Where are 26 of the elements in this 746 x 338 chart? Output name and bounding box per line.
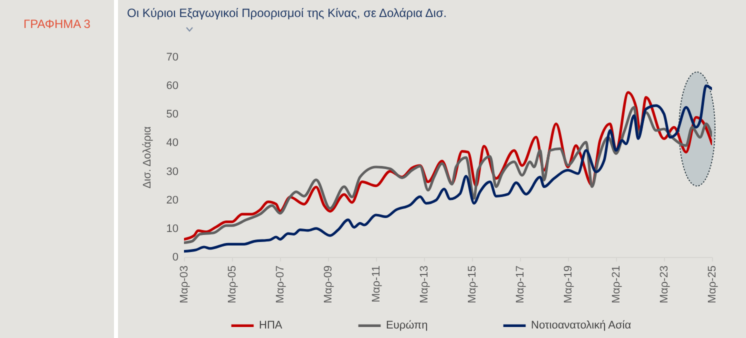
y-tick-label: 60 [166,80,178,92]
y-tick-label: 0 [172,252,178,264]
x-tick-label: Μαρ-13 [418,266,431,304]
y-tick-label: 40 [166,137,178,150]
x-tick-label: Μαρ-09 [322,266,335,304]
y-tick-label: 20 [166,194,178,206]
x-tick-label: Μαρ-19 [562,266,574,304]
x-tick-label: Μαρ-03 [178,266,190,304]
x-tick-label: Μαρ-23 [658,266,670,304]
y-tick-label: 50 [166,108,178,121]
y-tick-label: 10 [166,222,178,235]
chart-title: Οι Κύριοι Εξαγωγικοί Προορισμοί της Κίνας, σε Δολάρια Δισ. [127,6,447,20]
y-tick-label: 70 [166,52,178,64]
x-tick-label: Μαρ-05 [226,266,239,304]
y-axis-title: Δισ. Δολάρια [141,126,154,189]
legend-label: Ευρώπη [386,320,428,332]
text: ΓΡΑΦΗΜΑ 3 [22,17,92,31]
legend-label: Νοτιοανατολική Ασία [531,320,632,332]
legend-label: ΗΠΑ [259,320,283,332]
x-tick-label: Μαρ-25 [706,266,718,304]
x-tick-label: Μαρ-21 [610,266,623,304]
y-tick-label: 30 [166,166,178,178]
x-tick-label: Μαρ-15 [466,266,478,304]
x-tick-label: Μαρ-07 [274,266,286,304]
x-tick-label: Μαρ-17 [514,266,527,304]
x-tick-label: Μαρ-11 [370,266,382,302]
